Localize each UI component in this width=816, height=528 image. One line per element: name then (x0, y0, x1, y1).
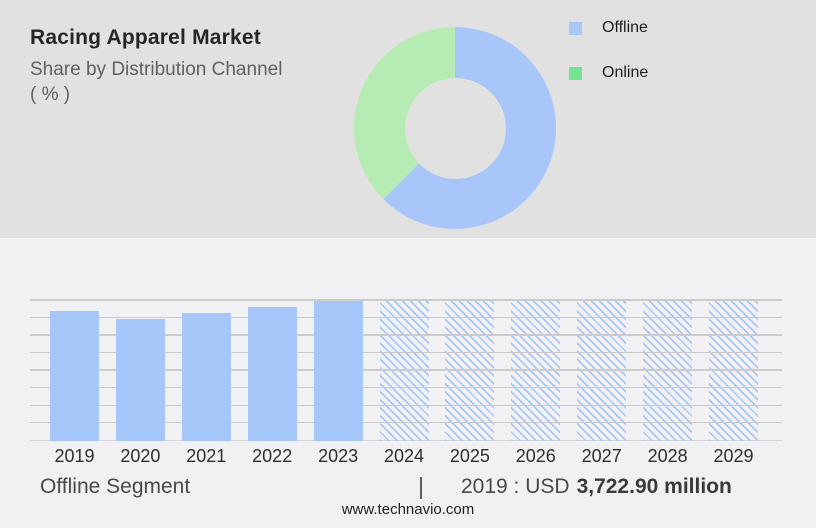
bar-2020 (115, 318, 165, 441)
gridline (30, 422, 782, 424)
header-panel: Racing Apparel Market Share by Distribut… (0, 0, 816, 238)
bar-chart (30, 269, 782, 441)
bar-2019 (50, 310, 99, 441)
offline-swatch-icon (569, 21, 582, 35)
website-text: www.technavio.com (341, 501, 475, 518)
donut-hole (404, 77, 506, 179)
market-value: 2019 : USD 3,722.90 million (461, 475, 732, 499)
gridline (30, 351, 782, 354)
bar-2023 (313, 300, 363, 441)
x-tick-label: 2025 (449, 446, 490, 466)
gridline (30, 299, 782, 301)
legend-label: Offline (602, 19, 648, 36)
chart-subtitle: Share by Distribution Channel (30, 59, 283, 80)
value-amount: 3,722.90 million (576, 475, 732, 498)
donut-chart (354, 27, 556, 229)
x-tick-label: 2019 (54, 446, 95, 466)
bar-2022 (247, 307, 297, 441)
x-tick-label: 2022 (252, 446, 293, 466)
title-block: Racing Apparel Market Share by Distribut… (30, 24, 330, 107)
x-tick-label: 2023 (318, 446, 359, 466)
bar-chart-panel: 2019 2020 2021 2022 2023 2024 2025 2026 2027 2028… (0, 238, 816, 528)
legend-label: Online (602, 64, 649, 81)
x-tick-label: 2028 (647, 446, 688, 466)
legend-item-online: Online (569, 64, 648, 82)
x-tick-label: 2021 (186, 446, 227, 466)
separator: | (418, 473, 424, 499)
x-tick-label: 2024 (383, 446, 425, 466)
segment-label: Offline Segment (40, 475, 191, 498)
x-tick-label: 2020 (120, 446, 161, 466)
bar-2021 (181, 312, 231, 441)
gridline (30, 334, 782, 336)
online-swatch-icon (569, 66, 582, 80)
gridline (30, 404, 782, 406)
x-tick-label: 2027 (581, 446, 622, 466)
footer-row: Offline Segment | 2019 : USD 3,722.90 mil… (0, 473, 816, 503)
legend: Offline Online (569, 19, 648, 82)
x-axis-labels: 2019 2020 2021 2022 2023 2024 2025 2026 2027 2028… (30, 446, 782, 468)
gridline (30, 316, 782, 319)
x-tick-label: 2029 (713, 446, 754, 466)
gridline (30, 386, 782, 389)
page-title: Racing Apparel Market (30, 26, 261, 49)
gridline (30, 369, 782, 371)
chart-unit-label: ( % ) (30, 84, 71, 105)
value-prefix: 2019 : USD (461, 475, 570, 498)
x-tick-label: 2026 (515, 446, 556, 466)
legend-item-offline: Offline (569, 19, 648, 37)
